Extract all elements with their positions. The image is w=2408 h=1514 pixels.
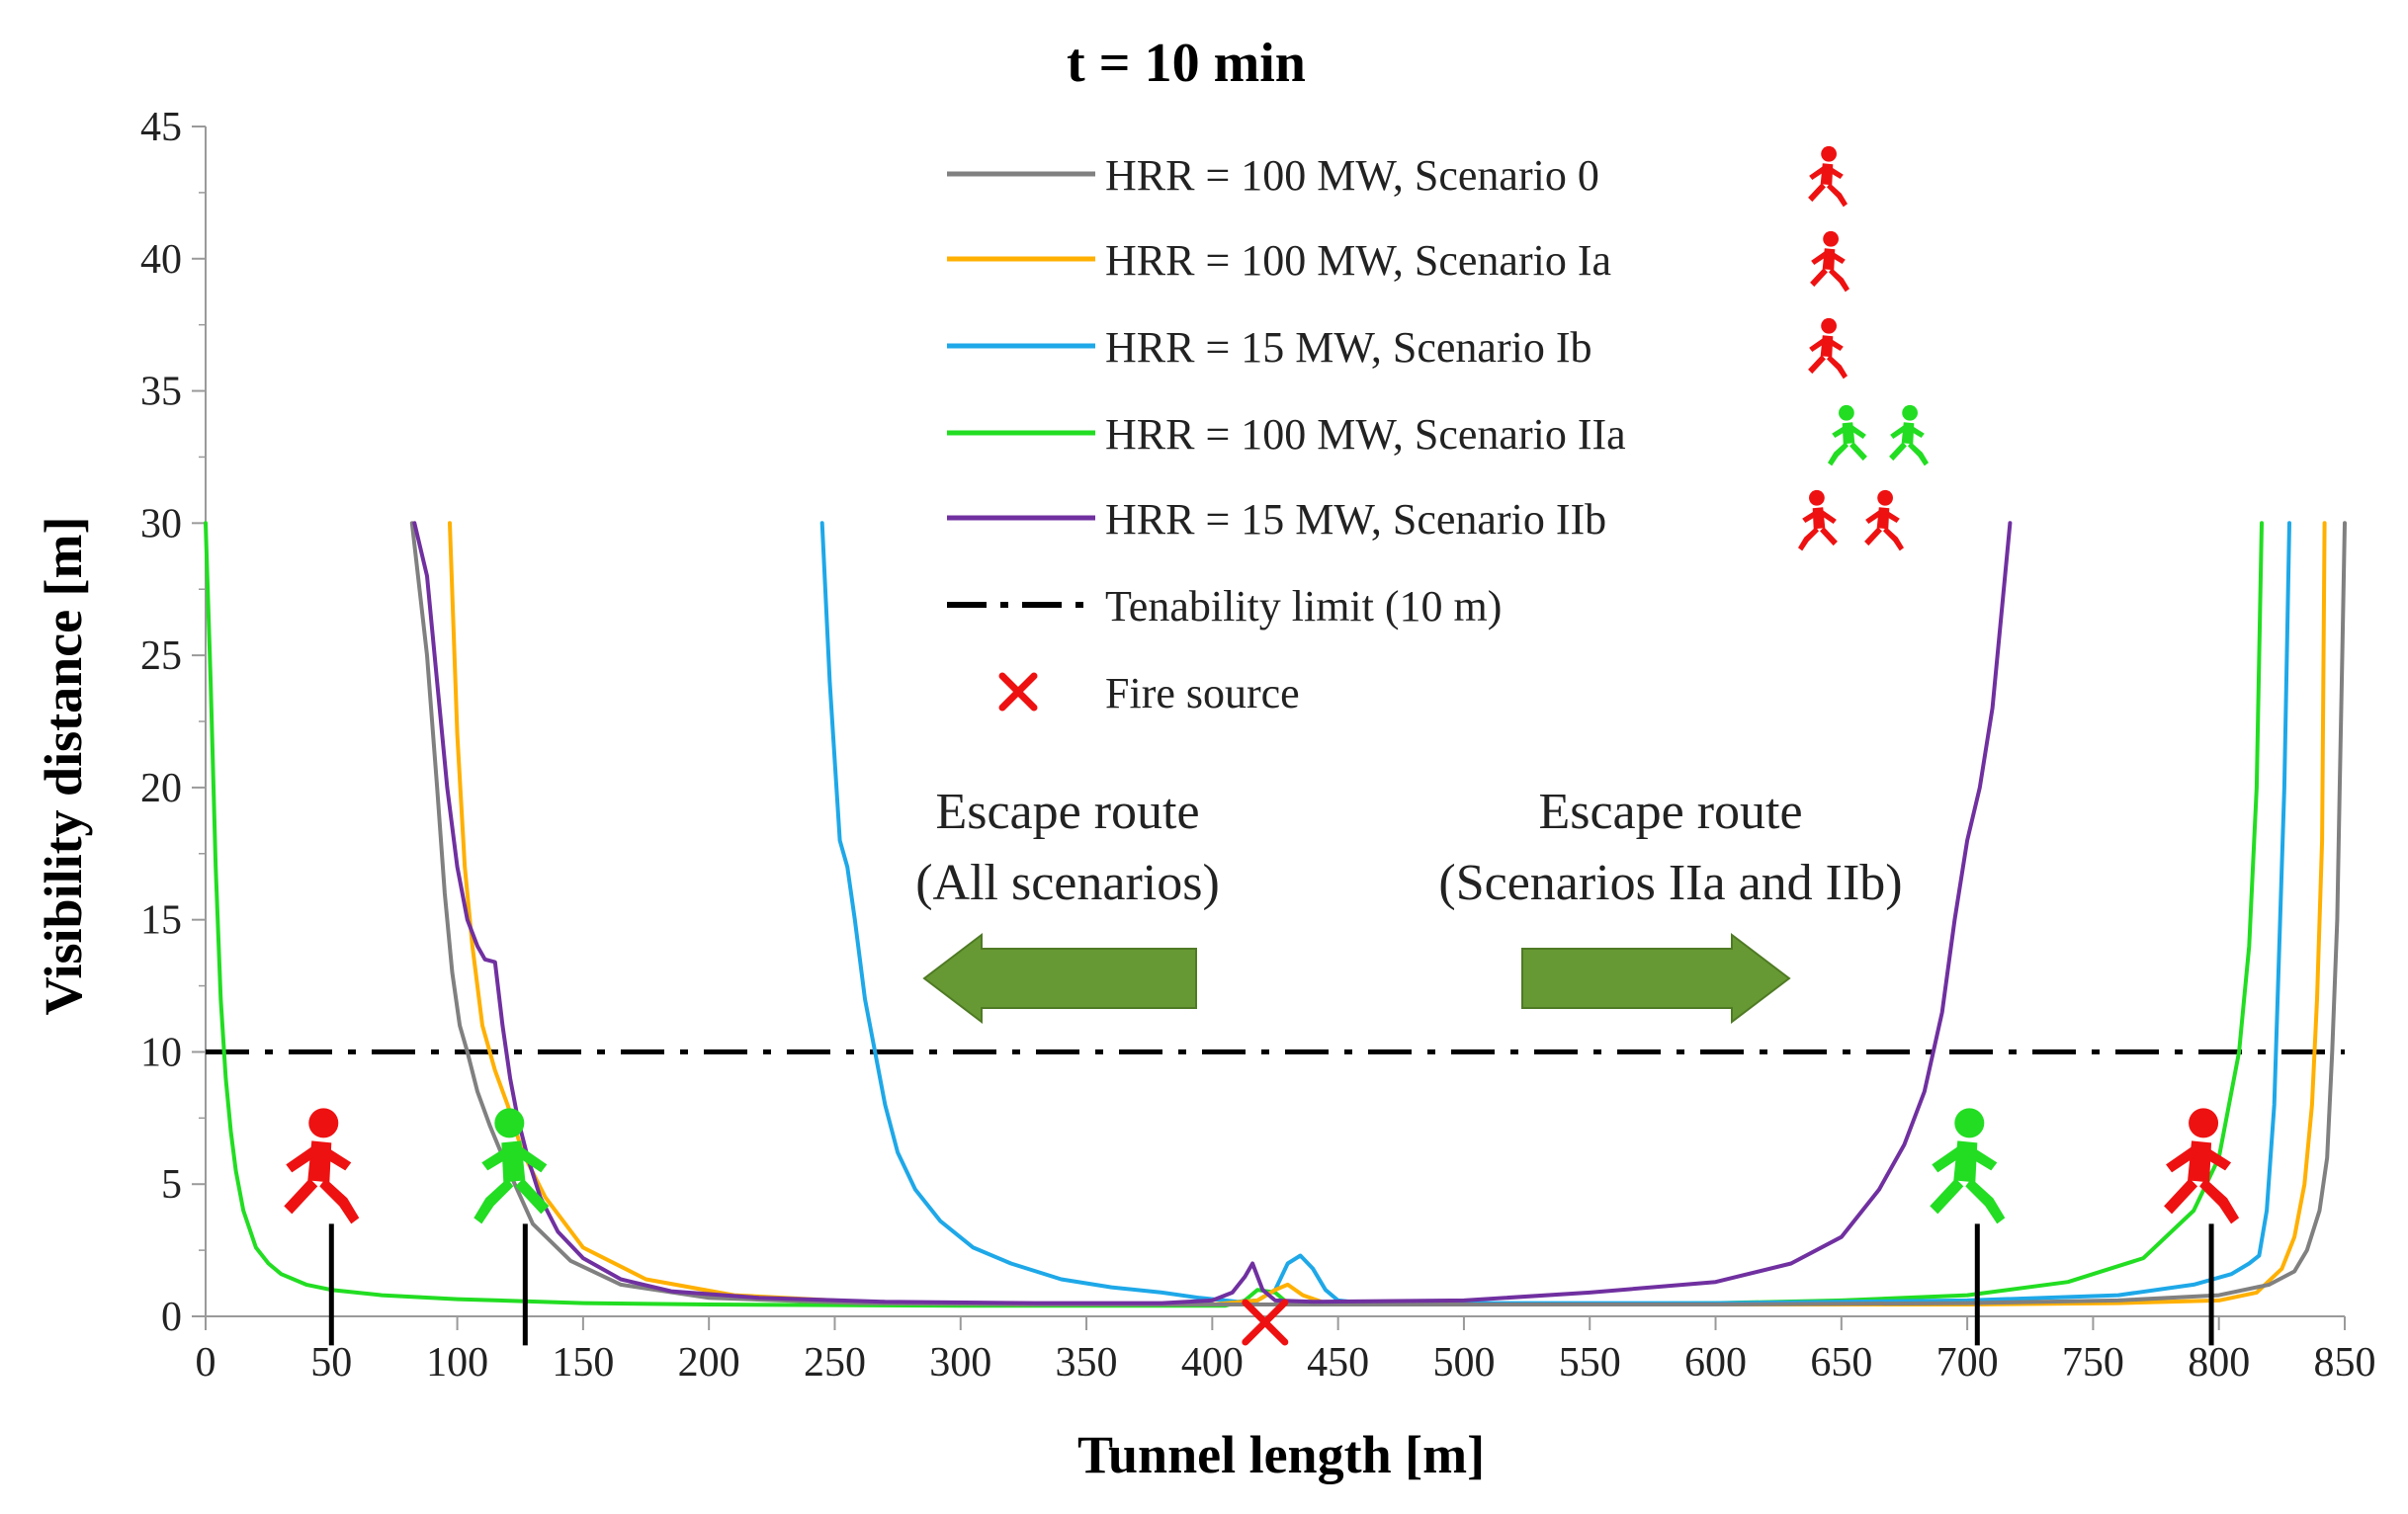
x-tick-label: 50 [310,1340,352,1386]
legend-runner-icon [1828,404,1867,466]
exit-runner-icon [284,1108,360,1224]
escape-arrow-left [922,932,1197,1025]
legend-runner-icon [1889,404,1929,466]
series-line-4 [412,521,2013,1305]
legend-runner-icon [1808,317,1848,379]
legend-runner-icon [1810,230,1849,293]
escape-right-line1: Escape route [1538,784,1802,840]
x-tick-label: 500 [1432,1340,1495,1386]
legend-runner-icon [1808,145,1848,208]
legend-runner-icon [1864,489,1904,551]
legend: HRR = 100 MW, Scenario 0 HRR = 100 MW, Sc… [947,145,1929,717]
legend-label-5: Tenability limit (10 m) [1105,582,1502,631]
y-tick-label: 25 [140,633,182,679]
x-tick-label: 600 [1684,1340,1747,1386]
fire-source-marker [1242,1299,1289,1346]
x-tick-label: 400 [1181,1340,1244,1386]
x-tick-label: 350 [1056,1340,1118,1386]
y-tick-label: 40 [140,237,182,283]
exit-runner-icon [473,1108,550,1224]
escape-left-line2: (All scenarios) [915,855,1220,911]
escape-arrow-right [1521,932,1791,1025]
x-tick-label: 550 [1559,1340,1621,1386]
series-lines [204,521,2347,1346]
exit-markers [284,1108,2240,1346]
x-tick-label: 0 [196,1340,216,1386]
exit-runner-icon [1930,1108,2006,1224]
x-tick-label: 150 [552,1340,614,1386]
legend-label-0: HRR = 100 MW, Scenario 0 [1105,151,1599,200]
escape-annotations: Escape route (All scenarios) Escape route (… [915,784,1903,1025]
legend-runner-icon [1798,489,1838,551]
x-tick-label: 450 [1307,1340,1369,1386]
legend-label-2: HRR = 15 MW, Scenario Ib [1105,323,1592,372]
x-tick-label: 200 [678,1340,740,1386]
y-tick-label: 10 [140,1030,182,1075]
x-tick-label: 750 [2062,1340,2124,1386]
y-tick-label: 20 [140,766,182,811]
x-axis-label: Tunnel length [m] [1077,1425,1485,1484]
x-tick-label: 300 [929,1340,991,1386]
legend-fire-icon [998,672,1038,712]
y-axis-label: Visibility distance [m] [34,517,93,1016]
y-tick-label: 35 [140,370,182,415]
escape-right-line2: (Scenarios IIa and IIb) [1438,855,1902,911]
series-line-0 [409,521,2347,1306]
x-tick-label: 700 [1936,1340,1999,1386]
x-tick-label: 800 [2188,1340,2250,1386]
y-tick-label: 0 [161,1295,182,1340]
x-tick-label: 650 [1810,1340,1872,1386]
escape-left-line1: Escape route [935,784,1199,840]
y-tick-label: 30 [140,501,182,547]
y-tick-label: 45 [140,105,182,150]
exit-runner-icon [2164,1108,2240,1224]
legend-label-1: HRR = 100 MW, Scenario Ia [1105,236,1611,285]
x-tick-label: 250 [804,1340,866,1386]
x-tick-label: 850 [2314,1340,2376,1386]
y-tick-label: 15 [140,898,182,944]
legend-label-fire-source: Fire source [1105,669,1300,717]
y-tick-label: 5 [161,1162,182,1208]
series-line-2 [819,521,2291,1305]
chart-title: t = 10 min [1067,33,1306,94]
legend-label-3: HRR = 100 MW, Scenario IIa [1105,410,1626,459]
series-line-1 [448,521,2327,1306]
x-tick-label: 100 [426,1340,488,1386]
legend-label-4: HRR = 15 MW, Scenario IIb [1105,495,1606,544]
